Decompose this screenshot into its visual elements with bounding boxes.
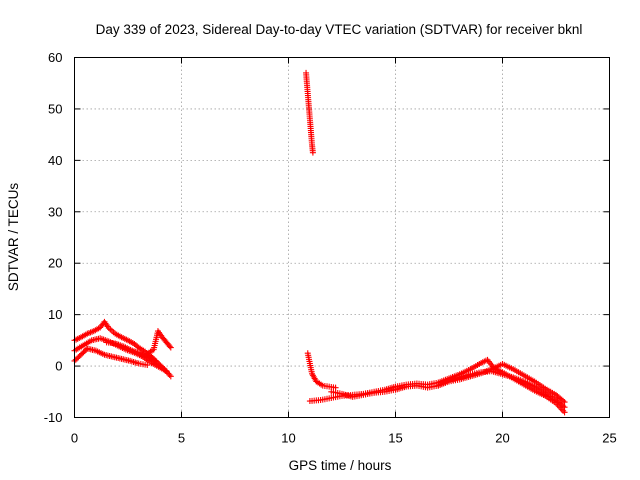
- y-tick-label: 10: [48, 307, 62, 322]
- data-point: [561, 409, 568, 416]
- y-axis-label: SDTVAR / TECUs: [6, 183, 21, 292]
- plot-frame: [74, 57, 610, 418]
- y-tick-label: 50: [48, 101, 62, 116]
- series-arc-late-3: [435, 368, 568, 411]
- y-tick-label: 30: [48, 204, 62, 219]
- y-tick-label: 0: [55, 359, 62, 374]
- data-point: [560, 397, 567, 404]
- x-tick-label: 0: [71, 431, 78, 446]
- data-point: [167, 344, 174, 351]
- data-point: [166, 343, 173, 350]
- data-point: [561, 404, 568, 411]
- x-tick-label: 15: [388, 431, 402, 446]
- y-tick-labels: -10 0 10 20 30 40 50 60: [44, 50, 63, 425]
- data-point: [560, 403, 567, 410]
- y-tick-label: 20: [48, 256, 62, 271]
- data-points: [71, 69, 568, 416]
- grid-lines: [74, 57, 610, 418]
- data-point: [134, 343, 141, 350]
- series-arc-late-rise: [304, 350, 339, 391]
- data-point: [166, 371, 173, 378]
- series-arc-early-4: [103, 339, 159, 364]
- series-arc-spike: [303, 69, 316, 156]
- data-point: [144, 362, 151, 369]
- data-point: [561, 399, 568, 406]
- x-tick-label: 10: [281, 431, 295, 446]
- x-tick-label: 5: [178, 431, 185, 446]
- data-point: [309, 149, 316, 156]
- series-arc-late-2: [328, 361, 568, 406]
- y-tick-label: 60: [48, 50, 62, 65]
- x-tick-labels: 0 5 10 15 20 25: [71, 431, 617, 446]
- y-tick-label: -10: [44, 410, 63, 425]
- chart-title: Day 339 of 2023, Sidereal Day-to-day VTE…: [96, 22, 583, 37]
- y-tick-label: 40: [48, 153, 62, 168]
- data-point: [152, 357, 159, 364]
- x-tick-label: 20: [495, 431, 509, 446]
- data-point: [163, 368, 170, 375]
- x-tick-label: 25: [602, 431, 616, 446]
- series-arc-early-5: [144, 328, 174, 357]
- x-axis-label: GPS time / hours: [289, 458, 392, 473]
- data-point: [167, 373, 174, 380]
